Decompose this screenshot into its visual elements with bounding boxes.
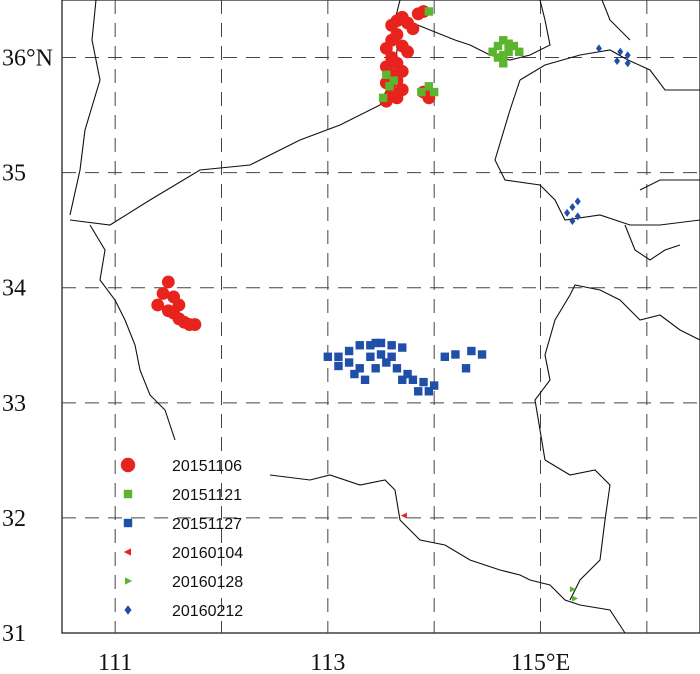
legend-marker xyxy=(123,489,133,499)
data-point-20160212 xyxy=(564,208,571,217)
data-point-20151121 xyxy=(493,53,503,62)
data-point-20151127 xyxy=(355,341,364,350)
data-point-20151106 xyxy=(188,318,202,331)
y-tick-label: 32 xyxy=(2,506,26,532)
data-point-20151127 xyxy=(424,387,434,396)
legend-marker xyxy=(124,605,132,615)
data-point-20151121 xyxy=(509,41,519,51)
data-point-20151106 xyxy=(151,298,165,312)
data-point-20151121 xyxy=(515,47,524,56)
legend-label: 20151127 xyxy=(172,516,242,533)
data-point-20151127 xyxy=(355,364,364,373)
data-point-20151127 xyxy=(461,364,471,373)
data-point-20151127 xyxy=(382,358,391,367)
data-point-20160212 xyxy=(574,212,581,221)
data-point-20151121 xyxy=(378,93,388,103)
data-point-20151127 xyxy=(467,346,476,356)
data-point-20151121 xyxy=(504,39,513,48)
data-point-20151121 xyxy=(493,41,503,51)
legend-label: 20151106 xyxy=(172,458,242,475)
data-point-20151121 xyxy=(385,82,394,91)
data-point-20151127 xyxy=(360,375,370,384)
legend-marker xyxy=(123,548,131,556)
legend-label: 20160128 xyxy=(172,574,243,591)
data-point-20151127 xyxy=(477,350,487,359)
data-point-20151127 xyxy=(419,377,428,387)
data-point-20151127 xyxy=(350,369,359,379)
data-point-20151127 xyxy=(408,375,418,384)
data-point-20151121 xyxy=(424,7,434,16)
data-point-20151106 xyxy=(401,45,414,59)
data-point-20160212 xyxy=(614,56,621,65)
data-point-20151127 xyxy=(398,375,407,384)
x-tick-label: 113 xyxy=(310,650,345,674)
data-point-20151127 xyxy=(371,338,380,348)
data-point-20151127 xyxy=(334,352,343,361)
lat-lon-grid xyxy=(62,0,700,633)
x-tick-label: 115°E xyxy=(511,650,570,674)
data-point-20151121 xyxy=(488,47,497,56)
data-point-20160212 xyxy=(624,59,631,68)
data-point-20151127 xyxy=(371,364,380,373)
legend-label: 20160104 xyxy=(172,545,243,562)
data-point-20151127 xyxy=(334,361,343,371)
map-frame xyxy=(61,0,700,634)
data-point-20151127 xyxy=(366,341,375,350)
data-point-20160128 xyxy=(572,595,579,602)
data-point-20151106 xyxy=(156,287,170,300)
data-point-20151127 xyxy=(451,350,460,359)
y-tick-label: 31 xyxy=(2,621,26,647)
data-point-20151121 xyxy=(382,70,391,80)
data-point-20151121 xyxy=(499,59,508,68)
y-tick-label: 33 xyxy=(2,391,26,417)
data-point-20151127 xyxy=(398,343,407,352)
data-point-20160212 xyxy=(595,44,602,53)
data-point-20151127 xyxy=(387,341,396,350)
data-point-20160128 xyxy=(569,586,576,593)
legend-label: 20151121 xyxy=(172,487,242,504)
data-point-20151106 xyxy=(395,83,409,97)
data-point-20160212 xyxy=(569,203,576,212)
data-point-20151127 xyxy=(403,369,412,379)
data-point-20151127 xyxy=(414,387,423,396)
data-point-20151127 xyxy=(344,346,354,356)
data-point-20151127 xyxy=(366,352,375,361)
data-point-20160212 xyxy=(574,197,581,206)
data-point-20151121 xyxy=(429,87,439,97)
legend-marker xyxy=(120,457,136,473)
data-point-20160212 xyxy=(569,216,576,225)
data-point-20151106 xyxy=(406,22,420,36)
data-point-20151121 xyxy=(499,51,508,60)
data-point-20151127 xyxy=(323,352,333,361)
y-tick-label: 35 xyxy=(2,161,26,187)
tick-labels: 111 113 115°E 31 32 33 34 35 36°N xyxy=(2,46,570,674)
data-point-20151121 xyxy=(389,76,398,85)
y-tick-label: 34 xyxy=(2,276,26,302)
data-point-20151127 xyxy=(376,338,386,348)
data-point-20151121 xyxy=(424,82,434,91)
legend-marker xyxy=(123,518,133,528)
data-point-20151127 xyxy=(344,358,354,367)
province-borders xyxy=(69,0,700,634)
data-point-20160104 xyxy=(400,512,407,519)
data-point-20151127 xyxy=(392,364,402,373)
data-point-20151106 xyxy=(161,275,175,289)
data-points xyxy=(151,5,631,602)
data-point-20151121 xyxy=(504,47,513,56)
legend-marker xyxy=(125,577,133,585)
data-point-20151127 xyxy=(429,381,439,390)
data-point-20151127 xyxy=(387,352,396,361)
data-point-20151121 xyxy=(417,87,426,97)
y-tick-label: 36°N xyxy=(2,46,53,72)
data-point-20151121 xyxy=(499,36,508,45)
data-point-20151127 xyxy=(376,350,386,359)
data-point-20160212 xyxy=(624,51,631,60)
data-point-20151127 xyxy=(440,352,449,361)
legend: 20151106 20151121 20151127 20160104 20160128… xyxy=(120,457,243,620)
data-point-20160212 xyxy=(617,47,624,56)
legend-label: 20160212 xyxy=(172,603,243,620)
x-tick-label: 111 xyxy=(98,650,132,674)
